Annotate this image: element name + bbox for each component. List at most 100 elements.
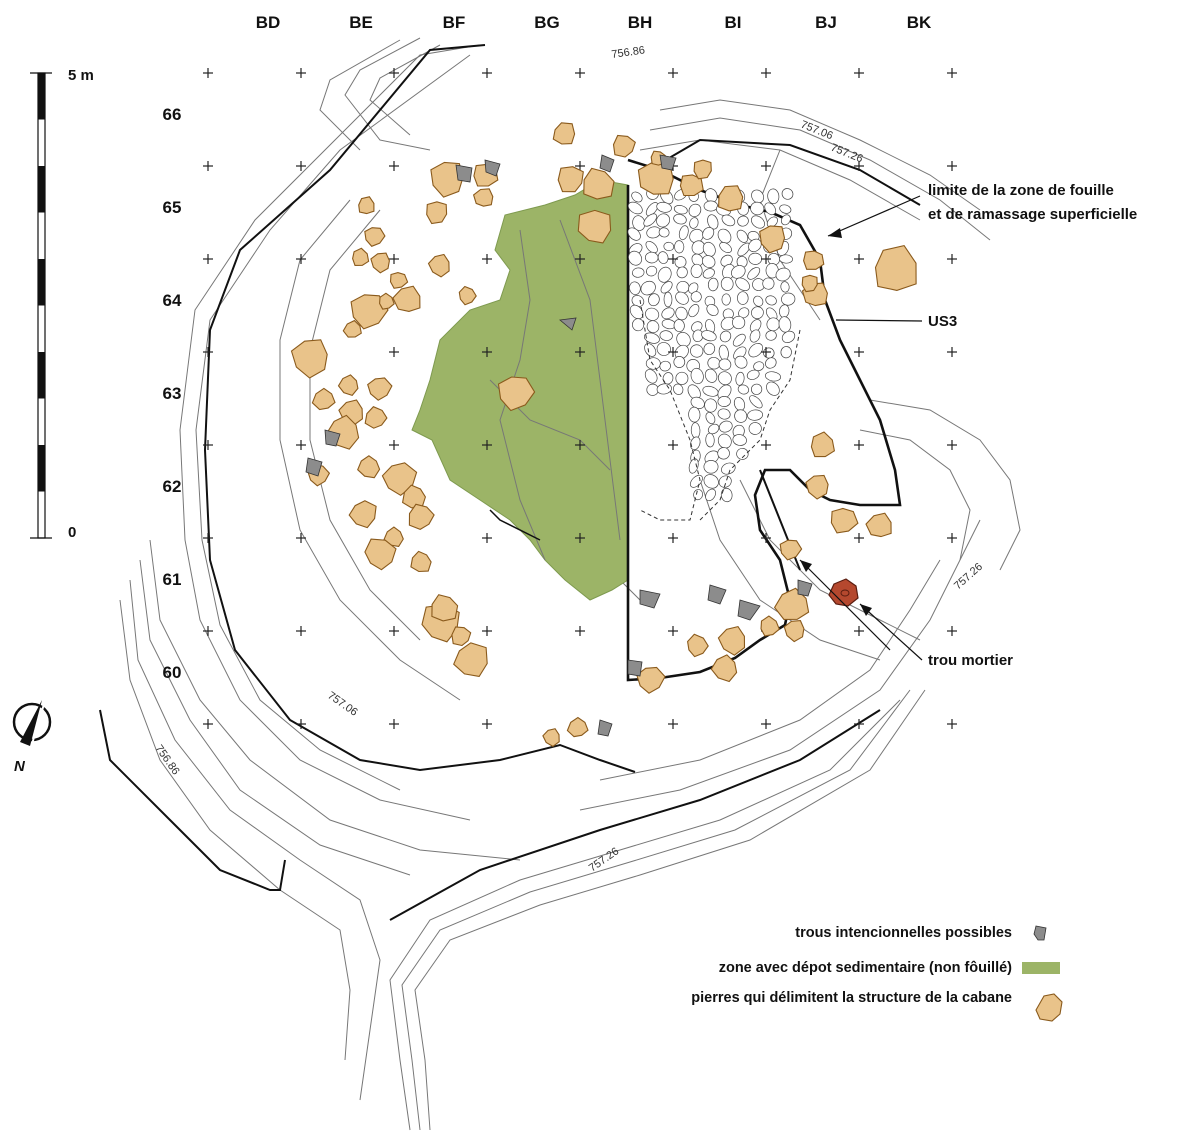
boundary-stone xyxy=(773,587,810,620)
grid-column-label: BJ xyxy=(815,13,837,32)
grid-cross xyxy=(668,719,678,729)
possible-holes xyxy=(305,154,813,737)
boundary-stone xyxy=(810,431,836,458)
grid-cross xyxy=(761,719,771,729)
north-arrow: N xyxy=(12,700,52,775)
grid-cross xyxy=(389,68,399,78)
excavation-limit-label: limite de la zone de fouille xyxy=(928,182,1114,199)
boundary-stone xyxy=(342,319,362,338)
boundary-stone xyxy=(370,252,390,274)
grid-column-label: BK xyxy=(907,13,932,32)
boundary-stone xyxy=(311,387,336,411)
grid-cross xyxy=(854,254,864,264)
contour-label: 757.06 xyxy=(799,119,835,143)
boundary-stone xyxy=(389,272,409,289)
grid-cross xyxy=(575,440,585,450)
grid-cross xyxy=(482,533,492,543)
grid-column-label: BH xyxy=(628,13,653,32)
grid-cross xyxy=(761,254,771,264)
boundary-stone xyxy=(364,227,386,247)
grid-row-label: 65 xyxy=(163,198,182,217)
grid-cross xyxy=(296,533,306,543)
grid-row-label: 66 xyxy=(163,105,182,124)
grid-cross xyxy=(389,347,399,357)
boundary-stone xyxy=(431,594,459,622)
boundary-stone xyxy=(717,625,746,656)
mortar-hole-label: trou mortier xyxy=(928,652,1013,669)
grid-cross xyxy=(947,254,957,264)
grid-row-label: 64 xyxy=(163,291,182,310)
contour-label: 756.86 xyxy=(611,44,646,61)
grid-cross xyxy=(296,626,306,636)
grid-cross xyxy=(947,68,957,78)
grid-cross xyxy=(482,254,492,264)
us3-pebble-field xyxy=(627,187,796,503)
sediment-swatch xyxy=(1022,962,1060,974)
grid-cross xyxy=(296,440,306,450)
grid-cross xyxy=(482,626,492,636)
boundary-stone xyxy=(426,201,448,225)
boundary-stone xyxy=(583,167,615,200)
grid-cross xyxy=(389,440,399,450)
grid-cross xyxy=(575,254,585,264)
grid-cross xyxy=(203,347,213,357)
grid-cross xyxy=(668,254,678,264)
grid-cross xyxy=(203,719,213,729)
legend-label-sediment: zone avec dépot sedimentaire (non fôuill… xyxy=(719,960,1012,976)
boundary-stone xyxy=(337,374,359,397)
boundary-stone xyxy=(357,455,381,479)
grid-cross xyxy=(296,68,306,78)
boundary-stone xyxy=(453,642,488,678)
grid-column-label: BI xyxy=(725,13,742,32)
us3-dashed-boundary xyxy=(639,299,701,521)
boundary-stone xyxy=(542,728,560,748)
grid-cross xyxy=(761,533,771,543)
grid-cross xyxy=(854,626,864,636)
grid-cross xyxy=(761,161,771,171)
grid-cross xyxy=(203,533,213,543)
grid-cross xyxy=(575,347,585,357)
grid-row-label: 61 xyxy=(163,570,182,589)
boundary-stone xyxy=(427,253,450,278)
boundary-stone xyxy=(760,615,780,637)
boundary-stone xyxy=(801,274,818,293)
grid-column-label: BE xyxy=(349,13,373,32)
grid-cross xyxy=(761,68,771,78)
grid-cross xyxy=(854,719,864,729)
grid-cross xyxy=(854,161,864,171)
mortar-hole xyxy=(828,578,859,607)
grid-cross xyxy=(389,161,399,171)
boundary-stone xyxy=(557,166,584,193)
grid-cross xyxy=(203,254,213,264)
grid-cross xyxy=(854,347,864,357)
boundary-stone xyxy=(803,250,825,270)
grid-cross xyxy=(389,254,399,264)
boundary-stone xyxy=(430,161,464,198)
boundary-stone xyxy=(352,247,370,266)
grid-cross xyxy=(482,68,492,78)
grid-cross xyxy=(575,161,585,171)
grid-cross xyxy=(854,533,864,543)
grid-cross xyxy=(668,626,678,636)
boundary-stone xyxy=(687,633,709,658)
stone-symbol xyxy=(1035,993,1063,1022)
grid-cross xyxy=(482,347,492,357)
boundary-stone xyxy=(805,474,829,500)
grid-row-label: 60 xyxy=(163,663,182,682)
boundary-stone xyxy=(497,376,536,412)
grid-cross xyxy=(575,68,585,78)
boundary-stone xyxy=(358,196,375,215)
boundary-stone xyxy=(636,666,666,694)
grid-cross xyxy=(668,533,678,543)
grid-cross xyxy=(296,254,306,264)
contour-label: 757.06 xyxy=(325,690,359,719)
boundary-stone xyxy=(759,225,786,254)
boundary-stone xyxy=(350,294,389,330)
boundary-stone xyxy=(410,550,432,573)
scale-top-label: 5 m xyxy=(68,67,94,84)
grid-cross xyxy=(668,440,678,450)
grid-cross xyxy=(947,440,957,450)
grid-cross xyxy=(668,347,678,357)
grid-cross xyxy=(947,626,957,636)
